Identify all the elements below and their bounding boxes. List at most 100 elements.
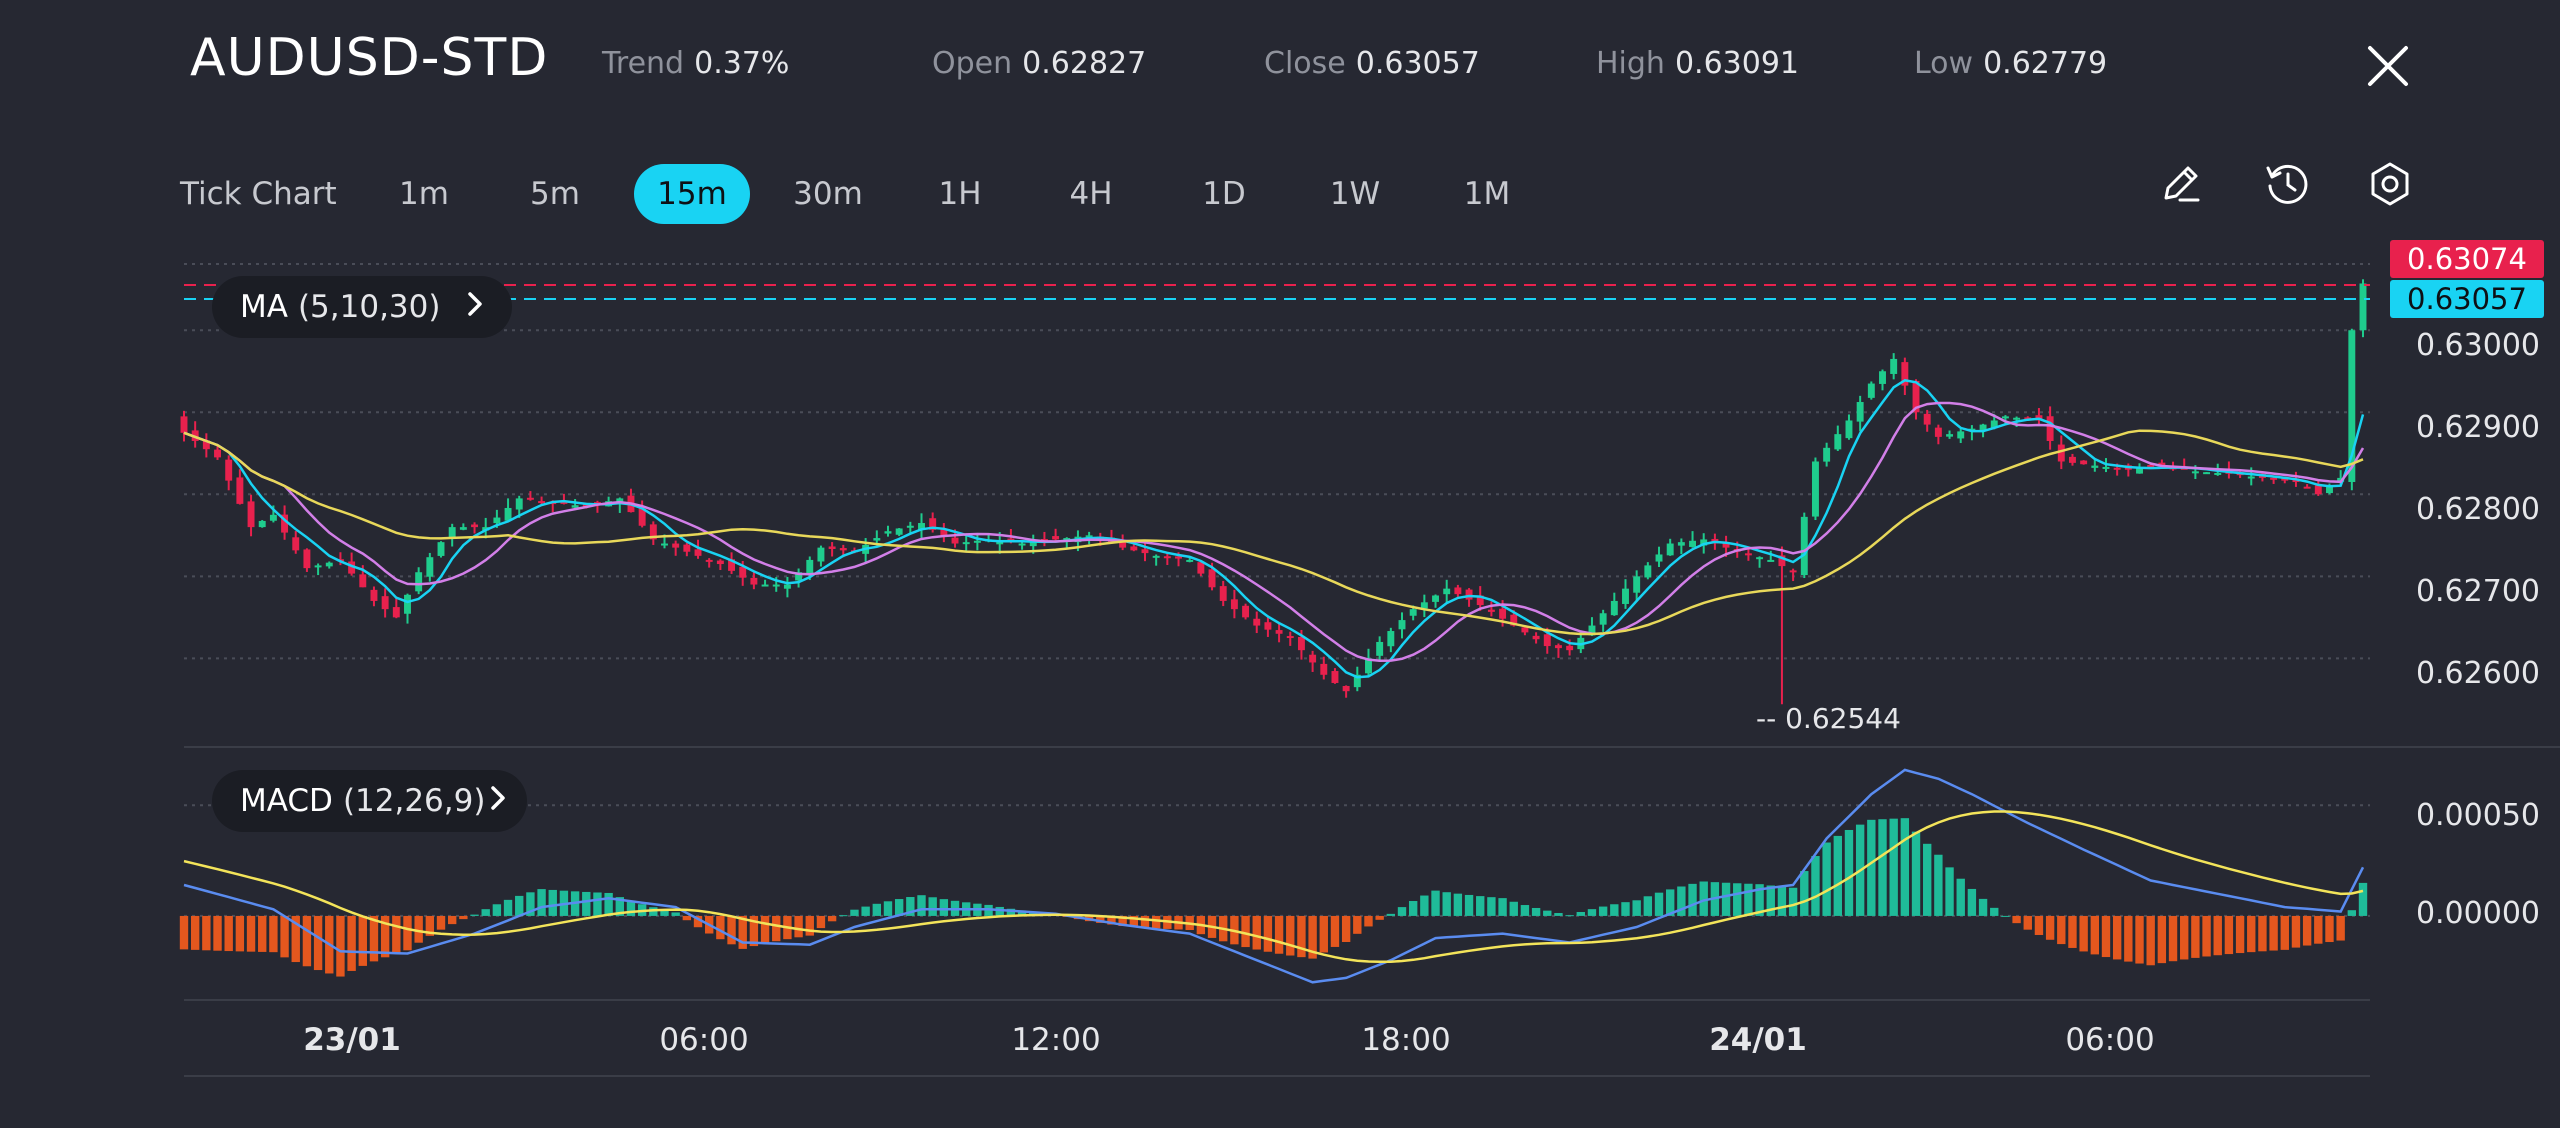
tab-1m[interactable]: 1m	[399, 176, 449, 212]
pencil-icon[interactable]	[2152, 154, 2212, 214]
macd-histogram-bar	[2101, 915, 2111, 958]
candle-body	[1487, 609, 1495, 612]
tab-tick-chart[interactable]: Tick Chart	[180, 176, 337, 212]
candle-body	[392, 607, 400, 618]
trend-value: 0.37%	[694, 46, 790, 81]
open-label: Open	[932, 46, 1013, 81]
candle-body	[1420, 602, 1428, 609]
macd-histogram-bar	[1341, 915, 1351, 943]
candle-body	[672, 543, 680, 548]
candle-body	[1398, 620, 1406, 630]
macd-histogram-bar	[1420, 895, 1429, 916]
symbol-title: AUDUSD-STD	[190, 28, 549, 88]
tab-1w[interactable]: 1W	[1329, 176, 1381, 212]
candle-body	[2024, 417, 2032, 420]
candle-body	[1264, 622, 1272, 630]
macd-histogram-bar	[425, 915, 435, 936]
macd-histogram-bar	[1643, 896, 1653, 916]
macd-histogram-bar	[235, 915, 245, 952]
tab-1h[interactable]: 1H	[938, 176, 982, 212]
macd-histogram-bar	[246, 915, 256, 952]
candle-body	[2191, 471, 2199, 474]
candle-body	[1655, 554, 1663, 562]
candle-body	[325, 562, 333, 567]
candle-body	[2046, 416, 2054, 441]
tab-5m[interactable]: 5m	[530, 176, 580, 212]
high-value: 0.63091	[1674, 46, 1800, 81]
tab-30m[interactable]: 30m	[793, 176, 863, 212]
candle-body	[1409, 609, 1417, 616]
candle-body	[1186, 559, 1194, 562]
candle-body	[2247, 476, 2255, 479]
candle-body	[1789, 570, 1797, 573]
macd-histogram-bar	[1297, 915, 1306, 958]
candle-body	[1700, 539, 1708, 546]
macd-histogram-bar	[2180, 915, 2189, 960]
macd-histogram-bar	[772, 915, 781, 942]
price-axis-label: 0.62600	[2415, 656, 2540, 691]
candle-body	[1353, 674, 1361, 688]
candle-body	[426, 557, 434, 577]
candle-body	[906, 525, 914, 528]
macd-histogram-bar	[1520, 905, 1530, 916]
macd-histogram-bar	[280, 915, 289, 958]
candle-body	[1476, 595, 1484, 606]
candle-body	[1912, 380, 1920, 413]
candle-body	[2270, 477, 2278, 480]
tab-1d[interactable]: 1D	[1202, 176, 1246, 212]
macd-histogram-bar	[1755, 884, 1764, 916]
tab-15m[interactable]: 15m	[634, 164, 750, 224]
ma-indicator-button[interactable]: MA (5,10,30)	[212, 276, 513, 338]
macd-histogram-bar	[302, 915, 312, 967]
candle-body	[1163, 556, 1171, 559]
tab-1mo[interactable]: 1M	[1463, 176, 1511, 212]
macd-histogram-bar	[1610, 904, 1619, 916]
candle-body	[962, 542, 970, 545]
candle-body	[236, 477, 244, 504]
candle-body	[1253, 618, 1261, 626]
candle-body	[1230, 599, 1238, 610]
macd-histogram-bar	[1978, 898, 1988, 916]
macd-histogram-bar	[1967, 888, 1977, 916]
macd-histogram-bar	[839, 915, 848, 917]
macd-params: (12,26,9)	[342, 783, 486, 819]
macd-histogram-bar	[660, 909, 669, 916]
macd-histogram-bar	[582, 891, 591, 916]
close-icon[interactable]	[2360, 38, 2416, 94]
candle-body	[471, 524, 478, 528]
candle-body	[1242, 605, 1250, 618]
candle-body	[314, 565, 322, 568]
macd-histogram-bar	[716, 915, 725, 940]
candle-body	[1275, 630, 1283, 634]
candle-body	[2348, 330, 2356, 482]
candle-body	[180, 416, 188, 433]
macd-histogram-bar	[1777, 886, 1787, 916]
macd-histogram-bar	[2135, 915, 2144, 964]
candle-body	[817, 547, 825, 562]
macd-histogram-bar	[526, 892, 535, 916]
high-stat: High 0.63091	[1596, 46, 1799, 81]
candle-body	[1867, 383, 1875, 398]
candle-body	[1566, 645, 1574, 651]
candle-body	[1890, 358, 1898, 374]
candle-body	[1197, 562, 1205, 574]
candle-body	[1990, 420, 1998, 429]
macd-histogram-bar	[2302, 915, 2312, 946]
history-icon[interactable]	[2258, 154, 2318, 214]
candle-body	[1085, 535, 1093, 538]
macd-histogram-bar	[503, 899, 513, 916]
macd-histogram-bar	[671, 912, 680, 916]
candle-body	[348, 561, 356, 574]
tab-4h[interactable]: 4H	[1069, 176, 1113, 212]
macd-histogram-bar	[1263, 915, 1273, 952]
macd-histogram-bar	[1632, 900, 1641, 916]
macd-indicator-button[interactable]: MACD (12,26,9)	[212, 770, 528, 832]
macd-line	[183, 768, 2365, 984]
time-axis-label: 18:00	[1361, 1022, 1451, 1058]
candle-body	[526, 497, 534, 500]
macd-histogram-bar	[861, 906, 870, 916]
macd-histogram-bar	[1509, 901, 1518, 916]
settings-hexagon-icon[interactable]	[2360, 154, 2420, 214]
macd-histogram-bar	[749, 915, 759, 947]
